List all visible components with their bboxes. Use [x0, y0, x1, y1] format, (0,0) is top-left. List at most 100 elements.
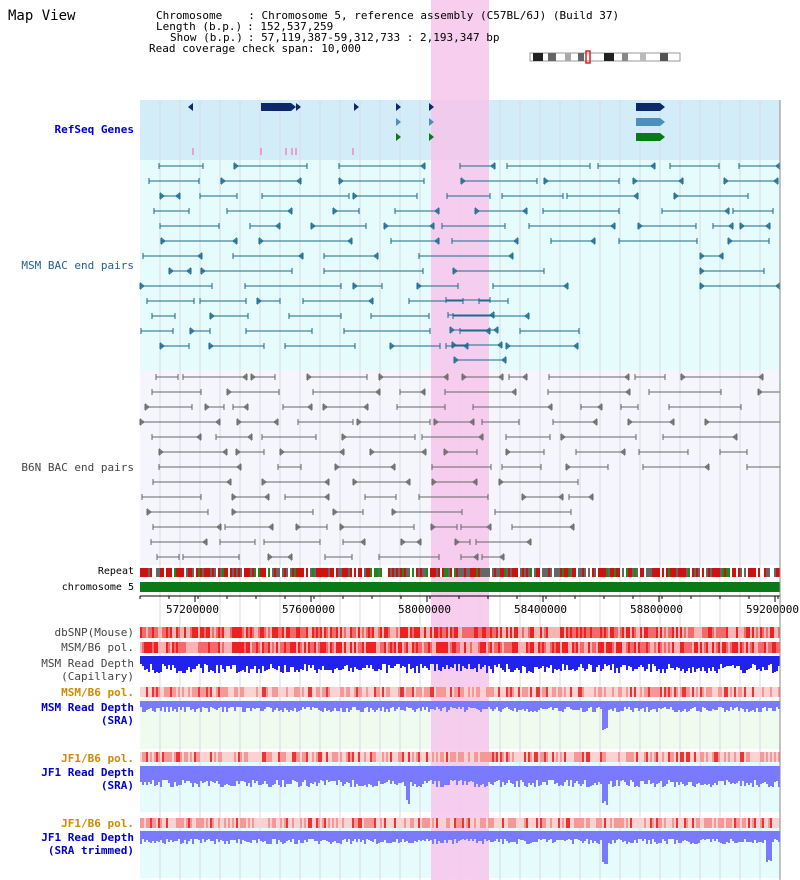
msm-b6-pol-cell — [692, 642, 694, 653]
track-label-msm-read-depth-capillary[interactable]: MSM Read Depth (Capillary) — [41, 657, 134, 683]
msm-sra-depth-bar — [434, 701, 436, 710]
jf1-b6-pol-cell — [452, 752, 454, 762]
dbsnp-cell — [364, 627, 366, 638]
jf1-b6-pol-cell — [580, 752, 582, 762]
repeat-segment — [400, 568, 402, 577]
jf1-b6-pol-cell — [430, 752, 432, 762]
jf1-trim-depth-bar — [382, 831, 384, 842]
repeat-segment — [210, 568, 212, 577]
msm-sra-depth-bar — [462, 701, 464, 707]
msm-sra-depth-bar — [688, 701, 690, 711]
jf1-b6-pol-trim-cell — [424, 818, 426, 828]
jf1-b6-pol-trim-cell — [404, 818, 406, 828]
jf1-b6-pol-cell — [704, 752, 706, 762]
repeat-segment — [156, 568, 158, 577]
msm-b6-pol-sra-cell — [388, 687, 390, 697]
jf1-sra-depth-bar — [348, 766, 350, 783]
msm-capillary-depth-bar — [600, 656, 602, 671]
msm-capillary-depth-bar — [400, 656, 402, 668]
jf1-b6-pol-trim-cell — [692, 818, 694, 828]
msm-b6-pol-cell — [380, 642, 382, 653]
msm-b6-pol-sra-cell — [638, 687, 640, 697]
track-label-msm-b6-pol[interactable]: MSM/B6 pol. — [61, 641, 134, 654]
jf1-sra-depth-bar — [516, 766, 518, 781]
msm-bac-pair-tip — [353, 192, 358, 200]
msm-b6-pol-sra-cell — [690, 687, 692, 697]
dbsnp-cell — [224, 627, 226, 638]
jf1-b6-pol-trim-cell — [510, 818, 512, 828]
jf1-b6-pol-cell — [670, 752, 672, 762]
msm-capillary-depth-bar — [558, 656, 560, 669]
jf1-b6-pol-trim-cell — [608, 818, 610, 828]
msm-capillary-depth-bar — [510, 656, 512, 672]
track-label-jf1-b6-pol-trim[interactable]: JF1/B6 pol. — [61, 817, 134, 830]
msm-sra-depth-bar — [424, 701, 426, 710]
msm-capillary-depth-bar — [692, 656, 694, 667]
jf1-trim-depth-bar — [312, 831, 314, 839]
jf1-trim-depth-bar — [778, 831, 780, 842]
repeat-segment — [194, 568, 196, 577]
repeat-segment — [344, 568, 346, 577]
msm-bac-pair-tip — [454, 356, 459, 364]
msm-capillary-depth-bar — [580, 656, 582, 664]
msm-capillary-depth-bar — [746, 656, 748, 670]
dbsnp-cell — [736, 627, 738, 638]
dbsnp-cell — [448, 627, 450, 638]
track-label-refseq[interactable]: RefSeq Genes — [54, 123, 134, 136]
msm-b6-pol-cell — [552, 642, 554, 653]
msm-b6-pol-cell — [332, 642, 334, 653]
jf1-trim-depth-bar — [398, 831, 400, 843]
jf1-b6-pol-trim-cell — [540, 818, 542, 828]
jf1-b6-pol-cell — [742, 752, 744, 762]
jf1-b6-pol-cell — [314, 752, 316, 762]
msm-b6-pol-sra-cell — [698, 687, 700, 697]
dbsnp-cell — [580, 627, 582, 638]
jf1-b6-pol-cell — [658, 752, 660, 762]
msm-b6-pol-sra-cell — [336, 687, 338, 697]
msm-sra-depth-bar — [242, 701, 244, 712]
dbsnp-cell — [466, 627, 468, 638]
track-label-msm-read-depth-sra[interactable]: MSM Read Depth (SRA) — [41, 701, 134, 727]
jf1-sra-depth-bar — [456, 766, 458, 785]
repeat-segment — [600, 568, 602, 577]
msm-b6-pol-sra-cell — [720, 687, 722, 697]
msm-b6-pol-cell — [652, 642, 654, 653]
msm-capillary-depth-bar — [448, 656, 450, 669]
jf1-sra-depth-bar — [194, 766, 196, 783]
jf1-sra-depth-bar — [378, 766, 380, 781]
msm-b6-pol-sra-cell — [264, 687, 266, 697]
track-label-chromosome[interactable]: chromosome 5 — [61, 582, 134, 593]
msm-b6-pol-sra-cell — [544, 687, 546, 697]
msm-capillary-depth-bar — [204, 656, 206, 664]
jf1-sra-depth-bar — [632, 766, 634, 782]
jf1-b6-pol-trim-cell — [776, 818, 778, 828]
msm-capillary-depth-bar — [542, 656, 544, 666]
repeat-segment — [468, 568, 470, 577]
track-label-msm-bac[interactable]: MSM BAC end pairs — [21, 259, 134, 272]
msm-b6-pol-sra-cell — [146, 687, 148, 697]
jf1-trim-depth-bar — [630, 831, 632, 843]
track-label-dbsnp[interactable]: dbSNP(Mouse) — [54, 626, 134, 639]
msm-b6-pol-sra-cell — [702, 687, 704, 697]
track-label-b6n-bac[interactable]: B6N BAC end pairs — [21, 461, 134, 474]
msm-sra-depth-bar — [472, 701, 474, 708]
dbsnp-cell — [178, 627, 180, 638]
msm-bac-pair-tip — [700, 252, 705, 260]
track-label-jf1-b6-pol[interactable]: JF1/B6 pol. — [61, 752, 134, 765]
jf1-trim-depth-bar — [366, 831, 368, 839]
track-label-jf1-read-depth[interactable]: JF1 Read Depth (SRA) — [41, 766, 134, 792]
jf1-b6-pol-trim-cell — [628, 818, 630, 828]
jf1-trim-depth-bar — [496, 831, 498, 839]
repeat-segment — [582, 568, 584, 577]
jf1-sra-depth-bar — [368, 766, 370, 784]
dbsnp-cell — [140, 627, 142, 638]
msm-capillary-depth-bar — [686, 656, 688, 671]
jf1-trim-depth-bar — [616, 831, 618, 840]
track-label-jf1-read-depth-trimmed[interactable]: JF1 Read Depth (SRA trimmed) — [41, 831, 134, 857]
dbsnp-cell — [726, 627, 728, 638]
jf1-b6-pol-cell — [758, 752, 760, 762]
track-label-msm-b6-pol-sra[interactable]: MSM/B6 pol. — [61, 686, 134, 699]
msm-sra-depth-bar — [516, 701, 518, 712]
track-label-repeat[interactable]: Repeat — [97, 566, 134, 577]
